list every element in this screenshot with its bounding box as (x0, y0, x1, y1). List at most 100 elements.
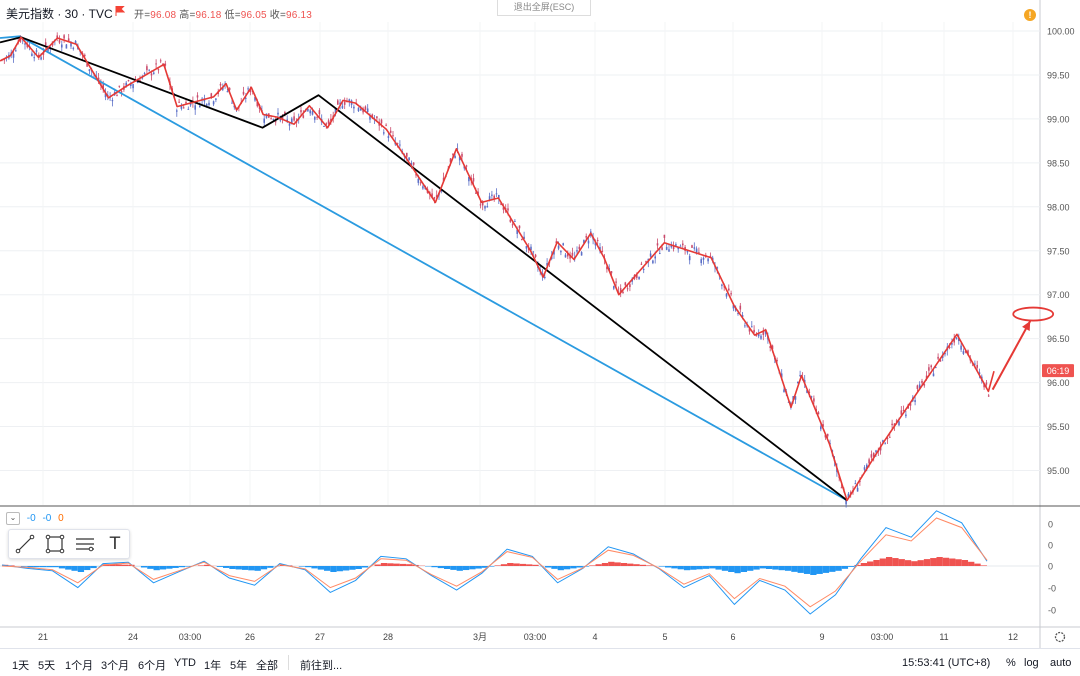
candle-body (390, 131, 392, 133)
histogram-bar (65, 566, 71, 570)
candle-body (664, 235, 666, 238)
candle-body (342, 106, 344, 109)
histogram-bar (608, 562, 614, 566)
histogram-bar (166, 566, 172, 569)
percent-scale-toggle[interactable]: % (1006, 657, 1016, 669)
candle-body (383, 132, 385, 133)
histogram-bar (545, 566, 551, 568)
symbol-title[interactable]: 美元指数 · 30 · TVC (6, 5, 113, 22)
candle-body (381, 120, 383, 124)
candle-body (868, 459, 870, 463)
candle-body (740, 306, 742, 310)
histogram-bar (596, 564, 602, 566)
range-1y-button[interactable]: 1年 (204, 657, 221, 673)
histogram-bar (305, 566, 311, 567)
series-line (0, 36, 847, 500)
alert-icon[interactable]: ! (1024, 9, 1036, 21)
histogram-bar (311, 566, 317, 568)
histogram-bar (734, 566, 740, 573)
chart-header: 美元指数 · 30 · TVC 开=96.08 高=96.18 低=96.05 … (0, 0, 1040, 22)
gear-icon[interactable] (1056, 633, 1065, 642)
candle-body (388, 136, 390, 138)
y-tick-label: 97.50 (1047, 246, 1070, 256)
candle-body (510, 220, 512, 222)
histogram-bar (918, 560, 924, 566)
fib-retracement-icon[interactable] (73, 532, 97, 556)
range-all-button[interactable]: 全部 (256, 657, 278, 673)
indicator-value-2: -0 (42, 513, 51, 524)
candle-body (293, 116, 295, 120)
candle-body (312, 111, 314, 114)
histogram-bar (722, 566, 728, 571)
candle-body (756, 335, 758, 336)
trend-line-icon[interactable] (13, 532, 37, 556)
log-scale-toggle[interactable]: log (1024, 657, 1039, 669)
histogram-bar (760, 566, 766, 568)
histogram-bar (255, 566, 261, 571)
divider (288, 655, 289, 670)
histogram-bar (444, 566, 450, 569)
candle-body (13, 54, 15, 58)
candle-body (666, 247, 668, 250)
histogram-bar (400, 564, 406, 566)
rectangle-icon[interactable] (43, 532, 67, 556)
y-tick-label: 96.00 (1047, 378, 1070, 388)
candle-body (728, 289, 730, 291)
range-5y-button[interactable]: 5年 (230, 657, 247, 673)
candle-body (668, 249, 670, 251)
candle-body (820, 426, 822, 429)
range-1m-button[interactable]: 1个月 (65, 657, 93, 673)
range-1d-button[interactable]: 1天 (12, 657, 29, 673)
range-ytd-button[interactable]: YTD (174, 657, 196, 669)
histogram-bar (886, 557, 892, 566)
candle-body (597, 240, 599, 241)
exit-fullscreen-button[interactable]: 退出全屏(ESC) (497, 0, 591, 16)
y-tick-label: 97.00 (1047, 290, 1070, 300)
candle-body (726, 294, 728, 297)
candle-body (199, 106, 201, 108)
y-tick-label: 98.00 (1047, 202, 1070, 212)
histogram-bar (962, 560, 968, 566)
candle-body (418, 179, 420, 183)
histogram-bar (633, 564, 639, 566)
auto-scale-toggle[interactable]: auto (1050, 657, 1071, 669)
flag-icon[interactable] (115, 6, 125, 16)
candle-body (579, 247, 581, 249)
goto-date-button[interactable]: 前往到... (300, 657, 342, 673)
text-tool-icon[interactable]: T (103, 532, 127, 556)
chevron-down-icon[interactable]: ⌄ (6, 512, 20, 525)
candle-body (905, 415, 907, 417)
range-5d-button[interactable]: 5天 (38, 657, 55, 673)
candle-body (337, 100, 339, 104)
histogram-bar (457, 566, 463, 571)
histogram-bar (59, 566, 65, 568)
range-3m-button[interactable]: 3个月 (101, 657, 129, 673)
histogram-bar (90, 566, 96, 568)
range-6m-button[interactable]: 6个月 (138, 657, 166, 673)
histogram-bar (715, 566, 721, 570)
candle-body (344, 102, 346, 105)
histogram-bar (558, 566, 564, 570)
candle-body (813, 398, 815, 401)
candle-body (434, 197, 436, 199)
histogram-bar (621, 563, 627, 566)
candle-body (691, 245, 693, 248)
candle-body (353, 107, 355, 109)
histogram-bar (299, 566, 305, 567)
histogram-bar (387, 563, 393, 566)
x-tick-label: 4 (592, 632, 597, 642)
candle-body (146, 66, 148, 70)
sub-y-tick-label: 0 (1048, 562, 1053, 572)
candle-body (413, 163, 415, 165)
histogram-bar (84, 566, 90, 570)
candle-body (841, 487, 843, 488)
candle-body (89, 69, 91, 71)
candle-body (176, 110, 178, 111)
candle-body (615, 281, 617, 282)
candle-body (31, 54, 33, 56)
candle-body (358, 108, 360, 111)
candle-body (208, 103, 210, 105)
histogram-bar (34, 566, 40, 567)
candle-body (682, 244, 684, 246)
